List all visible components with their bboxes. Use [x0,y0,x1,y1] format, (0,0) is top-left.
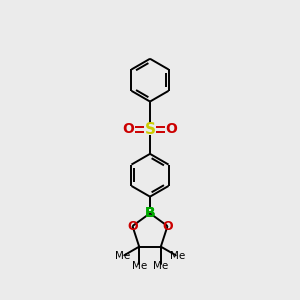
Text: Me: Me [153,261,169,271]
Text: S: S [145,122,155,137]
Text: Me: Me [115,251,130,261]
Text: B: B [145,206,155,220]
Text: B: B [145,206,155,220]
Text: O: O [166,122,177,136]
Text: O: O [127,220,138,232]
Text: Me: Me [170,251,185,261]
Text: O: O [162,220,173,232]
Text: O: O [123,122,134,136]
Text: Me: Me [131,261,147,271]
